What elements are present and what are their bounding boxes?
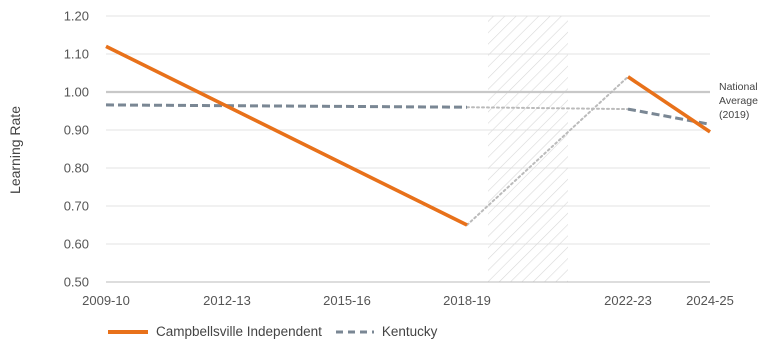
campbellsville-segment (105, 44, 468, 227)
annotation-line: (2019) (719, 109, 749, 121)
series-lines (105, 44, 712, 227)
axes: 0.50 0.60 0.70 0.80 0.90 1.00 1.10 1.20 2009-10 2… (64, 9, 734, 309)
kentucky-segment (627, 107, 711, 126)
national-average-annotation: National Average (2019) (719, 81, 758, 121)
legend: Campbellsville Independent Kentucky (108, 324, 451, 339)
hatch-region (488, 16, 568, 282)
y-tick-label: 1.00 (64, 85, 89, 100)
campbellsville-segment (626, 75, 712, 134)
y-tick-label: 1.20 (64, 9, 89, 24)
annotation-line: Average (719, 95, 758, 107)
x-tick-label: 2018-19 (443, 293, 491, 308)
x-tick-label: 2012-13 (203, 293, 251, 308)
legend-swatch-dashed (335, 330, 374, 333)
gap-connector-1 (466, 106, 629, 111)
grid-lines (106, 15, 710, 245)
kentucky-segment (105, 103, 468, 109)
y-tick-label: 0.60 (64, 237, 89, 252)
gap-connector-0 (466, 75, 629, 226)
y-tick-label: 0.80 (64, 161, 89, 176)
y-axis-label: Learning Rate (7, 106, 23, 194)
annotation-line: National (719, 81, 758, 93)
x-tick-label: 2022-23 (604, 293, 652, 308)
legend-label-campbellsville: Campbellsville Independent (156, 324, 322, 339)
legend-label-kentucky: Kentucky (381, 324, 438, 339)
x-tick-label: 2015-16 (323, 293, 371, 308)
x-tick-label: 2009-10 (82, 293, 130, 308)
y-tick-label: 0.50 (64, 275, 89, 290)
y-tick-label: 1.10 (64, 47, 89, 62)
gap-shaded-region (488, 16, 568, 282)
x-tick-label: 2024-25 (686, 293, 734, 308)
y-tick-label: 0.90 (64, 123, 89, 138)
legend-swatch-solid (108, 329, 148, 334)
y-tick-label: 0.70 (64, 199, 89, 214)
legend-item-campbellsville: Campbellsville Independent (108, 324, 322, 339)
legend-item-kentucky: Kentucky (335, 324, 438, 339)
